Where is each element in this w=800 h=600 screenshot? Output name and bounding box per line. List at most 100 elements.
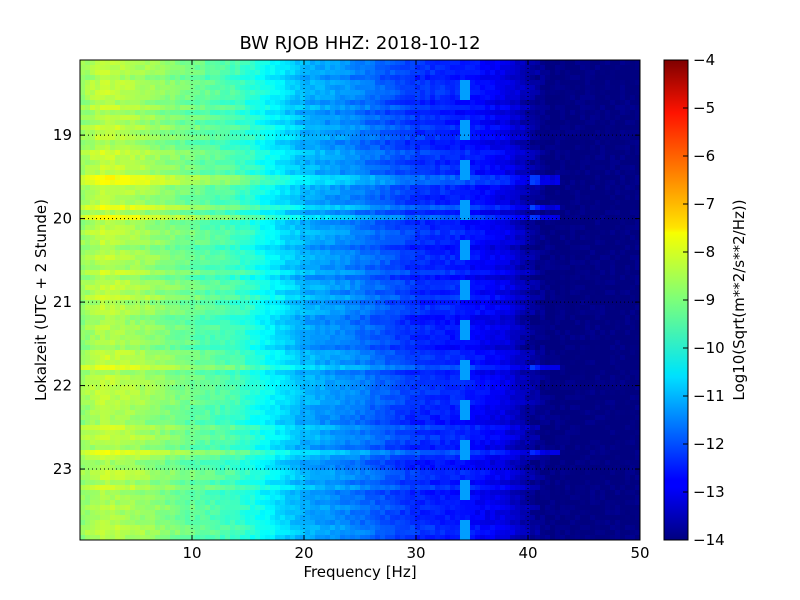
heatmap-cell [595,180,601,186]
heatmap-cell [170,90,176,96]
heatmap-cell [330,260,336,266]
heatmap-cell [445,155,451,161]
heatmap-cell [605,240,611,246]
heatmap-cell [85,275,91,281]
heatmap-cell [605,170,611,176]
heatmap-cell [575,60,581,66]
heatmap-cell [275,240,281,246]
heatmap-cell [230,95,236,101]
heatmap-cell [110,250,116,256]
heatmap-cell [245,250,251,256]
heatmap-cell [440,220,446,226]
heatmap-cell [160,265,166,271]
heatmap-cell [365,105,371,111]
heatmap-cell [505,85,511,91]
heatmap-cell [275,165,281,171]
heatmap-cell [380,145,386,151]
heatmap-cell [245,75,251,81]
heatmap-cell [310,215,316,221]
heatmap-cell [300,120,306,126]
heatmap-cell [185,165,191,171]
heatmap-cell [600,275,606,281]
heatmap-cell [225,80,231,86]
heatmap-cell [215,200,221,206]
heatmap-cell [260,100,266,106]
heatmap-cell [200,110,206,116]
heatmap-cell [135,140,141,146]
heatmap-cell [550,130,556,136]
heatmap-cell [255,180,261,186]
heatmap-cell [370,245,376,251]
heatmap-cell [145,190,151,196]
heatmap-cell [600,195,606,201]
heatmap-cell [345,105,351,111]
heatmap-cell [255,90,261,96]
heatmap-cell [430,125,436,131]
heatmap-cell [385,280,391,286]
heatmap-cell [480,265,486,271]
heatmap-cell [85,80,91,86]
heatmap-cell [100,60,106,66]
heatmap-cell [165,165,171,171]
heatmap-cell [385,145,391,151]
heatmap-cell [270,60,276,66]
heatmap-cell [325,130,331,136]
heatmap-cell [455,175,461,181]
heatmap-cell [225,270,231,276]
heatmap-cell [300,90,306,96]
heatmap-cell [340,80,346,86]
heatmap-cell [510,250,516,256]
heatmap-cell [215,185,221,191]
heatmap-cell [400,240,406,246]
heatmap-cell [545,110,551,116]
heatmap-cell [280,185,286,191]
heatmap-cell [455,220,461,226]
heatmap-cell [205,90,211,96]
heatmap-cell [330,270,336,276]
heatmap-cell [500,255,506,261]
heatmap-cell [530,250,536,256]
heatmap-cell [315,240,321,246]
heatmap-cell [205,110,211,116]
heatmap-cell [305,130,311,136]
heatmap-cell [210,145,216,151]
heatmap-cell [320,145,326,151]
heatmap-cell [165,155,171,161]
heatmap-cell [370,235,376,241]
heatmap-cell [405,180,411,186]
heatmap-cell [220,220,226,226]
heatmap-cell [600,85,606,91]
heatmap-cell [275,65,281,71]
heatmap-cell [125,100,131,106]
heatmap-cell [155,140,161,146]
heatmap-cell [550,100,556,106]
heatmap-cell [160,200,166,206]
heatmap-cell [580,105,586,111]
heatmap-cell [90,90,96,96]
heatmap-cell [190,120,196,126]
heatmap-cell [485,75,491,81]
heatmap-cell [190,270,196,276]
heatmap-cell [375,175,381,181]
heatmap-cell [90,195,96,201]
heatmap-cell [295,170,301,176]
heatmap-cell [375,210,381,216]
heatmap-cell [435,260,441,266]
heatmap-cell [285,200,291,206]
heatmap-cell [415,165,421,171]
heatmap-cell [440,140,446,146]
heatmap-cell [165,105,171,111]
heatmap-cell [610,100,616,106]
heatmap-cell [610,215,616,221]
heatmap-cell [530,65,536,71]
heatmap-cell [225,190,231,196]
heatmap-cell [610,190,616,196]
heatmap-cell [250,95,256,101]
heatmap-cell [115,170,121,176]
heatmap-cell [165,120,171,126]
heatmap-cell [430,105,436,111]
heatmap-cell [270,125,276,131]
heatmap-cell [585,135,591,141]
heatmap-cell [125,255,131,261]
heatmap-cell [420,205,426,211]
